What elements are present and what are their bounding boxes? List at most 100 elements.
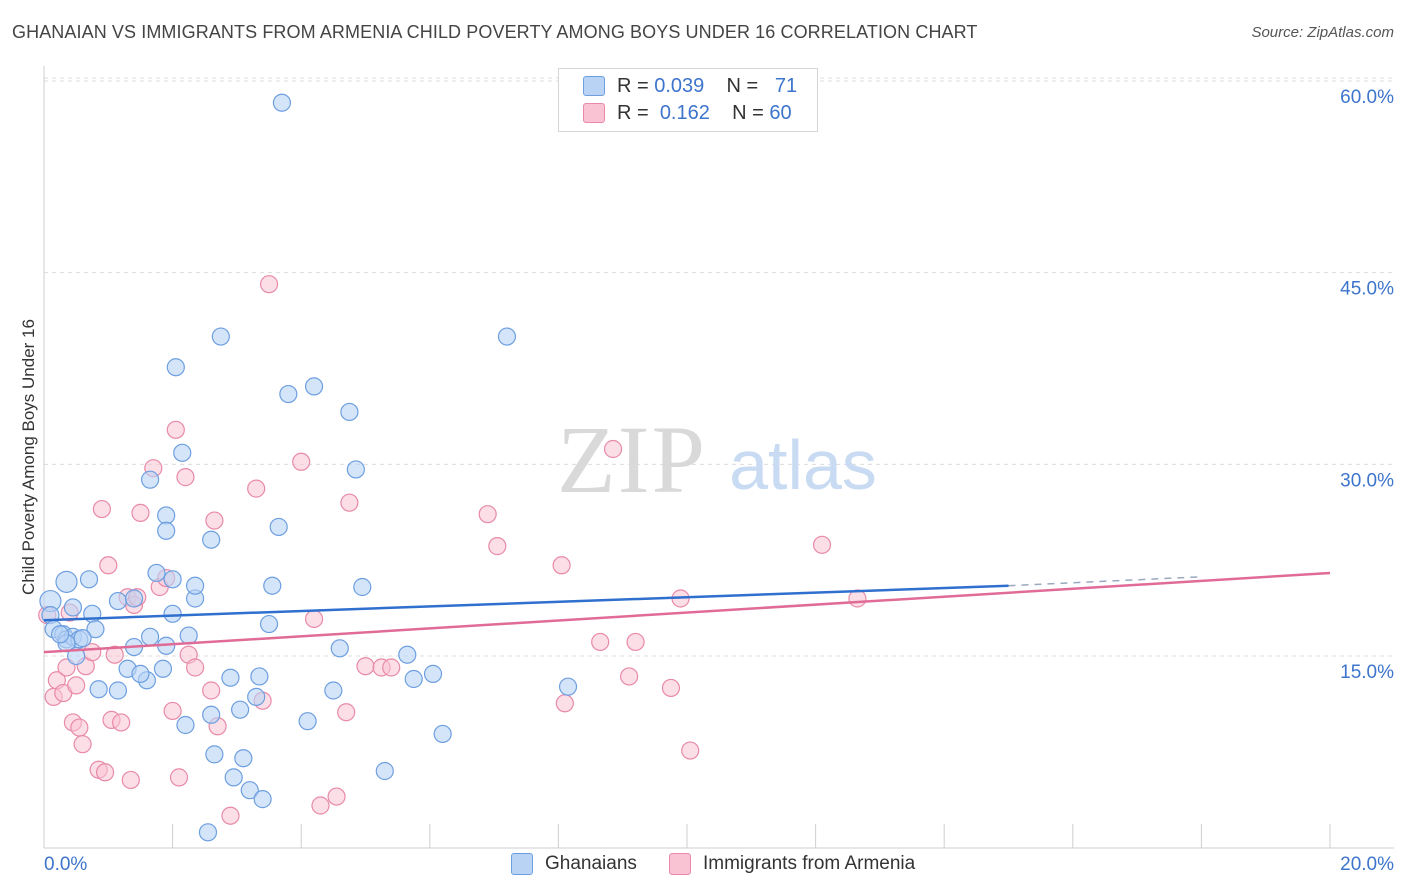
ghanaian-trend-extension bbox=[1008, 576, 1202, 587]
ghanaian-point-30 bbox=[166, 358, 185, 377]
ghanaian-point-53 bbox=[324, 681, 343, 700]
trend-lines bbox=[43, 571, 1331, 654]
tick-labels: 15.0% 30.0% 45.0% 60.0% 0.0% 20.0% bbox=[44, 87, 1394, 875]
ghanaian-point-26 bbox=[163, 604, 182, 623]
ghanaian-point-32 bbox=[176, 715, 195, 735]
armenia-point-23 bbox=[131, 503, 150, 522]
watermark-zip: ZIP bbox=[557, 406, 707, 513]
ghanaian-point-52 bbox=[298, 712, 317, 731]
ghanaian-point-54 bbox=[330, 639, 349, 658]
bottom-legend-ghanaian: Ghanaians bbox=[511, 850, 637, 878]
ghanaian-point-36 bbox=[202, 530, 221, 549]
ghanaian-point-16 bbox=[108, 591, 128, 611]
y-tick-label-1: 30.0% bbox=[1340, 470, 1394, 491]
ghanaian-point-64 bbox=[558, 677, 578, 696]
ghanaian-point-22 bbox=[147, 563, 166, 583]
y-axis-title: Child Poverty Among Boys Under 16 bbox=[19, 319, 38, 595]
x-tick-label-0: 0.0% bbox=[44, 854, 87, 875]
ghanaian-points bbox=[39, 93, 578, 842]
legend-n-value-armenia: 60 bbox=[769, 101, 792, 124]
legend-swatch-blue bbox=[583, 76, 605, 96]
ghanaian-point-39 bbox=[221, 668, 240, 687]
y-tick-label-3: 60.0% bbox=[1340, 87, 1394, 108]
correlation-legend: R = 0.039 N = 71 R = 0.162 N = 60 bbox=[558, 68, 818, 132]
ghanaian-point-62 bbox=[433, 724, 452, 744]
ghanaian-point-46 bbox=[263, 576, 282, 595]
armenia-point-50 bbox=[552, 556, 571, 575]
ghanaian-point-40 bbox=[231, 700, 250, 719]
ghanaian-point-45 bbox=[253, 790, 272, 809]
ghanaian-point-29 bbox=[140, 470, 160, 489]
bottom-legend-swatch-pink bbox=[669, 853, 691, 875]
armenia-point-48 bbox=[382, 658, 401, 677]
grid-lines bbox=[44, 77, 1394, 657]
armenia-point-28 bbox=[166, 420, 185, 439]
y-tick-label-0: 15.0% bbox=[1340, 662, 1394, 683]
watermark-atlas: atlas bbox=[729, 426, 877, 504]
armenia-point-43 bbox=[327, 787, 346, 806]
ghanaian-point-56 bbox=[346, 460, 365, 479]
armenia-point-8 bbox=[70, 718, 89, 737]
legend-r-label: R = bbox=[617, 101, 649, 124]
armenia-point-39 bbox=[259, 275, 279, 294]
armenia-point-42 bbox=[311, 796, 330, 815]
armenia-point-49 bbox=[478, 505, 497, 524]
armenia-point-32 bbox=[186, 658, 205, 677]
bottom-legend-label-armenia: Immigrants from Armenia bbox=[703, 853, 916, 874]
ghanaian-point-12 bbox=[86, 620, 105, 639]
legend-n-label: N = bbox=[726, 74, 759, 97]
ghanaian-point-23 bbox=[153, 659, 173, 678]
ghanaian-point-51 bbox=[304, 377, 324, 396]
ghanaian-point-31 bbox=[173, 443, 192, 462]
armenia-point-40 bbox=[292, 452, 311, 471]
ghanaian-point-13 bbox=[79, 570, 99, 589]
ghanaian-point-14 bbox=[89, 680, 108, 699]
armenia-point-17 bbox=[105, 645, 124, 664]
ghanaian-point-58 bbox=[375, 761, 394, 781]
ghanaian-point-44 bbox=[247, 687, 266, 706]
ghanaian-point-48 bbox=[272, 93, 292, 112]
legend-r-label: R = bbox=[617, 74, 649, 97]
legend-r-value-armenia: 0.162 bbox=[659, 101, 710, 124]
ghanaian-point-33 bbox=[179, 626, 198, 645]
bottom-legend-label-ghanaian: Ghanaians bbox=[545, 853, 637, 874]
armenia-point-52 bbox=[591, 632, 610, 652]
ghanaian-point-25 bbox=[163, 570, 182, 589]
armenia-point-30 bbox=[176, 468, 195, 487]
ghanaian-point-63 bbox=[497, 327, 517, 346]
ghanaian-point-55 bbox=[340, 402, 359, 422]
armenia-point-45 bbox=[340, 493, 359, 512]
legend-swatch-pink bbox=[583, 103, 605, 123]
ghanaian-point-15 bbox=[108, 681, 128, 700]
bottom-legend-swatch-blue bbox=[511, 853, 533, 875]
ghanaian-point-47 bbox=[259, 614, 279, 634]
ghanaian-point-17 bbox=[124, 589, 144, 608]
x-tick-label-1: 20.0% bbox=[1340, 854, 1394, 875]
armenia-trend-line bbox=[43, 571, 1331, 654]
source-label: Source: ZipAtlas.com bbox=[1251, 24, 1394, 41]
armenia-point-56 bbox=[488, 537, 507, 556]
legend-r-value-ghanaian: 0.039 bbox=[654, 74, 705, 97]
armenia-point-29 bbox=[169, 768, 189, 787]
armenia-point-37 bbox=[247, 479, 266, 498]
ghanaian-point-35 bbox=[202, 705, 221, 724]
armenia-point-20 bbox=[121, 770, 140, 790]
ghanaian-point-69 bbox=[50, 625, 70, 644]
ghanaian-point-43 bbox=[240, 781, 259, 800]
armenia-point-59 bbox=[681, 741, 700, 760]
axes bbox=[43, 66, 1394, 849]
bottom-legend-armenia: Immigrants from Armenia bbox=[669, 850, 915, 878]
ghanaian-point-70 bbox=[73, 629, 92, 648]
armenia-point-7 bbox=[67, 676, 86, 695]
ghanaian-point-21 bbox=[140, 627, 160, 646]
ghanaian-point-61 bbox=[423, 664, 443, 683]
armenia-point-18 bbox=[112, 713, 131, 732]
ghanaian-point-5 bbox=[55, 570, 78, 593]
armenia-point-15 bbox=[99, 556, 118, 575]
ghanaian-point-49 bbox=[279, 384, 298, 404]
armenia-point-14 bbox=[95, 763, 115, 782]
armenia-point-51 bbox=[555, 694, 574, 713]
ghanaian-point-60 bbox=[404, 669, 423, 689]
ghanaian-point-37 bbox=[205, 745, 224, 764]
